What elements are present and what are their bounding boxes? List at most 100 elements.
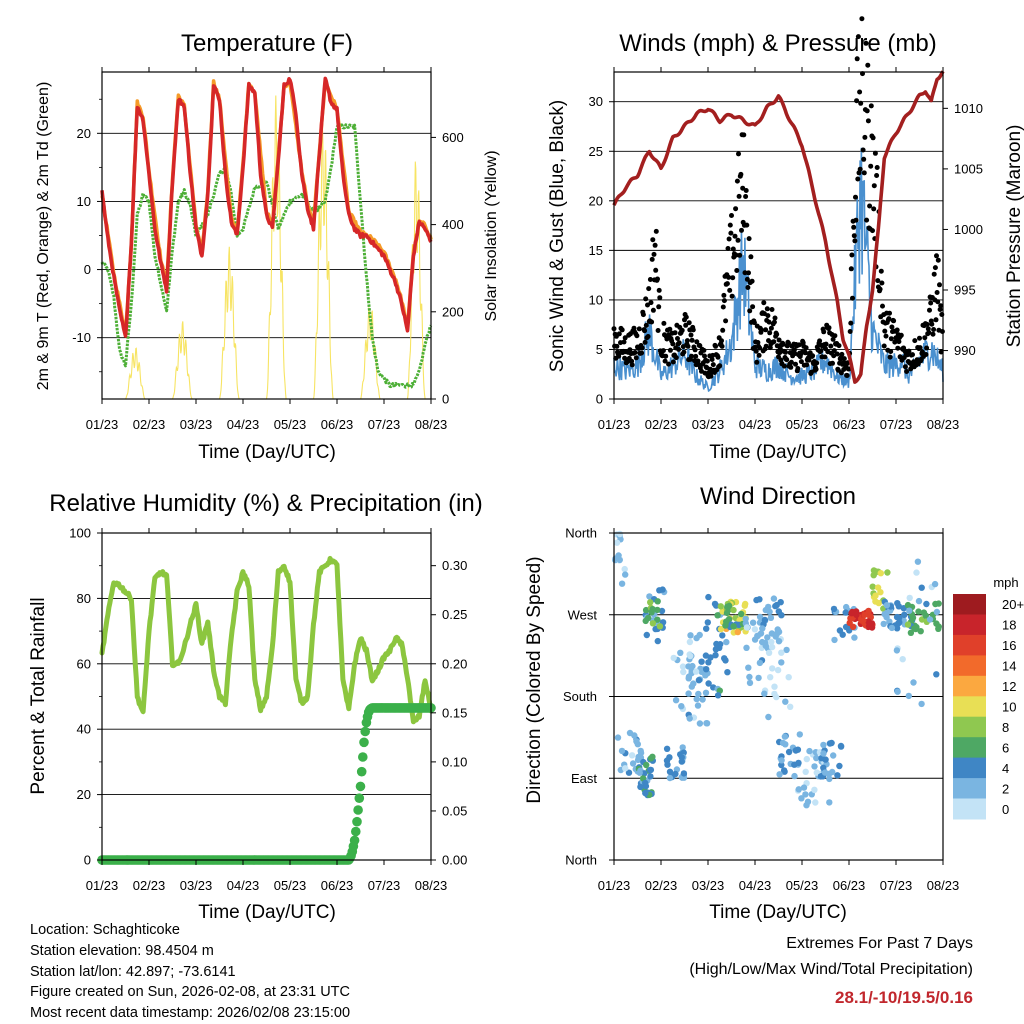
gust-point [726,236,732,242]
direction-point [773,693,780,701]
y-tick-label: 30 [589,94,603,109]
y2-tick-label: 1010 [954,101,983,116]
gust-point [848,266,854,272]
gust-point [848,320,854,326]
gust-point [764,306,770,312]
x-tick-label: 05/23 [786,878,819,893]
info-created: Figure created on Sun, 2026-02-08, at 23… [30,984,350,1000]
direction-point [613,539,621,546]
direction-point [771,683,778,690]
colorbar-label: 2 [1002,781,1009,796]
direction-point [678,703,685,710]
gust-point [847,329,853,334]
gust-point [886,316,892,322]
gust-point [767,330,773,336]
direction-point [723,638,730,646]
y2-tick-label: 0.25 [442,607,467,622]
gust-point [639,350,645,356]
gust-point [933,317,939,323]
gust-point [646,286,652,292]
colorbar-label: 0 [1002,802,1009,817]
direction-point [721,655,728,662]
gust-point [720,327,726,333]
direction-point [686,638,694,646]
direction-point [931,580,939,588]
x-tick-label: 05/23 [786,417,819,432]
direction-point [618,580,626,587]
y-tick-label: 10 [589,292,603,307]
direction-point [847,615,854,622]
direction-point [649,620,657,627]
direction-point [765,649,773,656]
gust-point [788,359,794,365]
direction-point [803,755,810,763]
gust-point [642,339,648,345]
direction-point [631,732,638,739]
gust-point [741,132,747,138]
direction-point [820,741,827,749]
direction-point [633,738,640,745]
info-recent: Most recent data timestamp: 2026/02/08 2… [30,1005,351,1021]
gust-point [929,321,935,327]
direction-point [820,764,827,771]
direction-point [926,616,934,623]
direction-point [768,643,776,651]
gust-point [736,151,741,157]
gust-point [784,357,790,363]
gust-point [867,203,873,209]
gust-point [636,326,642,332]
direction-point [642,789,649,797]
direction-point [842,609,849,616]
gust-point [647,277,653,282]
gust-point [748,254,754,260]
gust-point [753,348,759,354]
direction-point [917,628,924,635]
gust-point [746,236,752,242]
gust-point [851,224,857,230]
direction-point [756,613,764,621]
gust-point [938,303,944,309]
gust-point [721,292,727,298]
direction-point [637,783,644,791]
y2-tick-label: 995 [954,283,976,298]
direction-point [690,680,697,687]
gust-point [726,274,732,280]
rainfall-point [354,793,365,803]
gust-point [855,176,861,182]
gust-point [895,345,901,351]
direction-point [826,799,833,806]
gust-point [788,364,794,370]
direction-point [713,640,720,648]
humidity-panel: Relative Humidity (%) & Precipitation (i… [28,490,483,923]
gust-point [935,299,941,305]
temperature-ylabel: 2m & 9m T (Red, Orange) & 2m Td (Green) [35,82,52,391]
y-tick-label: 0 [596,392,603,407]
colorbar-swatch [953,716,986,738]
gust-point [806,357,812,363]
solar-insolation-line [405,161,428,400]
direction-point [618,747,626,755]
gust-point [734,268,740,273]
direction-point [746,679,754,687]
direction-point [883,602,891,609]
gust-point [745,285,751,290]
direction-point [781,733,789,740]
solar-insolation-line [264,95,288,400]
gust-point [868,163,874,169]
direction-point [785,748,793,756]
gust-point [619,327,625,333]
humidity-xlabel: Time (Day/UTC) [198,902,336,923]
direction-point [738,610,745,618]
solar-insolation-line [123,347,147,400]
gust-point [688,332,694,338]
x-tick-label: 06/23 [321,417,354,432]
y2-tick-label: 400 [442,217,464,232]
gust-point [727,222,733,228]
y-tick-label: 5 [596,342,603,357]
gust-point [906,348,912,354]
gust-point [853,217,859,223]
direction-point [770,595,778,602]
gust-point [780,341,786,347]
gust-point [684,338,690,344]
direction-point [680,770,688,777]
